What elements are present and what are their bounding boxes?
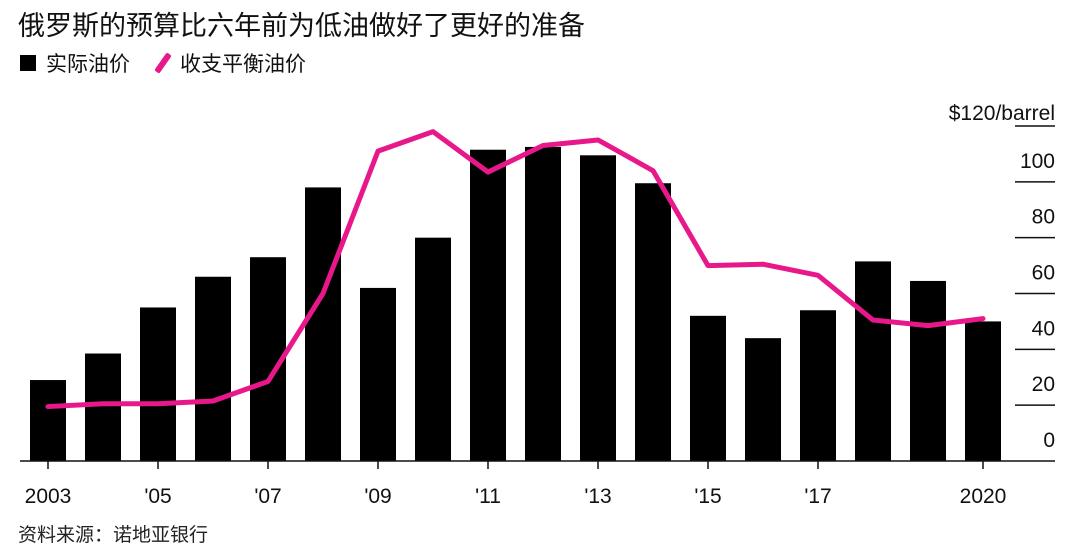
- y-tick-label: 80: [1032, 206, 1055, 229]
- y-tick-label: 0: [1043, 429, 1055, 452]
- x-tick-label: 2020: [960, 485, 1007, 508]
- x-tick-label: '13: [584, 485, 611, 508]
- bar: [635, 183, 671, 461]
- bar: [415, 237, 451, 461]
- chart-title: 俄罗斯的预算比六年前为低油做好了更好的准备: [18, 11, 585, 42]
- y-tick-label: $120/barrel: [949, 102, 1055, 125]
- y-tick-label: 20: [1032, 373, 1055, 396]
- x-tick-label: '05: [144, 485, 171, 508]
- x-tick-label: '09: [364, 485, 391, 508]
- bar: [195, 276, 231, 461]
- x-tick-label: '11: [475, 485, 501, 508]
- y-tick-label: 60: [1032, 262, 1055, 285]
- x-tick-label: '07: [254, 485, 281, 508]
- bar: [360, 287, 396, 461]
- x-tick-label: '17: [804, 485, 831, 508]
- y-tick-label: 100: [1020, 150, 1055, 173]
- legend-line-label: 收支平衡油价: [180, 52, 306, 76]
- bar: [855, 261, 891, 461]
- y-tick-label: 40: [1032, 317, 1055, 340]
- x-tick-label: '15: [694, 485, 721, 508]
- bar: [305, 187, 341, 461]
- breakeven-line: [45, 129, 986, 410]
- bar: [580, 155, 616, 461]
- x-tick-label: 2003: [25, 485, 72, 508]
- legend-bar-label: 实际油价: [46, 52, 130, 76]
- bar: [800, 310, 836, 461]
- legend: 实际油价 收支平衡油价: [20, 48, 306, 78]
- bar: [745, 338, 781, 461]
- bar: [910, 280, 946, 461]
- bar: [85, 353, 121, 461]
- bar: [140, 307, 176, 461]
- bar: [30, 380, 66, 461]
- bar: [470, 149, 506, 461]
- legend-bar-swatch: [20, 55, 36, 71]
- bar: [690, 315, 726, 461]
- bar: [525, 146, 561, 461]
- source-note: 资料来源：诺地亚银行: [18, 524, 209, 546]
- bar: [965, 321, 1001, 461]
